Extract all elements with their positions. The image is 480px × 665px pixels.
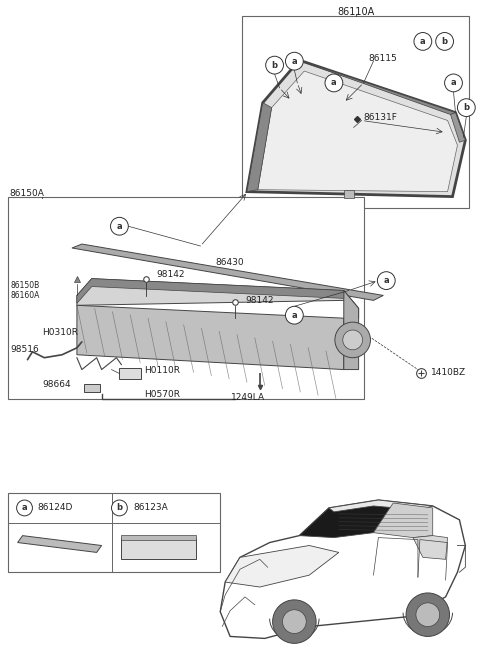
Text: a: a (420, 37, 426, 46)
Text: 86150B: 86150B (11, 281, 40, 290)
Circle shape (286, 53, 303, 70)
Bar (84, 384, 100, 392)
Text: 86430: 86430 (216, 258, 244, 267)
Text: a: a (331, 78, 336, 87)
Text: 98142: 98142 (245, 296, 274, 305)
Text: H0570R: H0570R (144, 390, 180, 399)
Polygon shape (247, 61, 466, 197)
Text: b: b (442, 37, 448, 46)
Circle shape (17, 500, 33, 516)
Bar (8, 493, 220, 572)
Polygon shape (329, 500, 433, 512)
Polygon shape (72, 244, 384, 301)
Text: 86160A: 86160A (11, 291, 40, 300)
Text: a: a (384, 276, 389, 285)
Text: 86131F: 86131F (363, 113, 397, 122)
Text: 86110A: 86110A (337, 7, 374, 17)
Circle shape (416, 603, 440, 626)
Circle shape (283, 610, 306, 634)
Bar (120, 368, 141, 380)
Text: a: a (451, 78, 456, 87)
Text: H0310R: H0310R (42, 327, 78, 336)
Bar (121, 537, 195, 559)
Polygon shape (77, 305, 344, 370)
Circle shape (414, 33, 432, 51)
Circle shape (111, 500, 127, 516)
Polygon shape (247, 102, 272, 192)
Bar (242, 16, 469, 208)
Polygon shape (77, 279, 344, 303)
Circle shape (110, 217, 128, 235)
Text: a: a (291, 57, 297, 66)
Circle shape (377, 272, 395, 289)
Polygon shape (413, 535, 447, 559)
Text: 86124D: 86124D (37, 503, 73, 513)
Polygon shape (344, 190, 354, 198)
Circle shape (436, 33, 454, 51)
Text: 86150A: 86150A (10, 189, 45, 198)
Text: 1249LA: 1249LA (231, 393, 265, 402)
Text: b: b (117, 503, 122, 513)
Text: 98664: 98664 (42, 380, 71, 389)
Text: a: a (291, 311, 297, 320)
Polygon shape (220, 500, 466, 638)
Text: 1410BZ: 1410BZ (431, 368, 466, 377)
Circle shape (335, 322, 371, 358)
Text: b: b (272, 61, 277, 70)
Text: 86115: 86115 (369, 54, 397, 63)
Polygon shape (344, 291, 359, 370)
Polygon shape (18, 535, 102, 553)
Circle shape (406, 593, 450, 636)
Polygon shape (258, 71, 457, 192)
Bar (8, 197, 363, 399)
Circle shape (273, 600, 316, 643)
Polygon shape (77, 279, 359, 318)
Circle shape (266, 57, 284, 74)
Circle shape (343, 330, 362, 350)
Text: 98516: 98516 (11, 345, 39, 354)
Text: 98142: 98142 (156, 270, 184, 279)
Text: 86123A: 86123A (133, 503, 168, 513)
Text: a: a (117, 221, 122, 231)
Text: b: b (463, 103, 469, 112)
Circle shape (444, 74, 462, 92)
Polygon shape (225, 545, 339, 587)
Bar (121, 535, 195, 539)
Circle shape (457, 98, 475, 116)
Text: H0110R: H0110R (144, 366, 180, 375)
Polygon shape (451, 112, 466, 142)
Polygon shape (300, 61, 456, 114)
Text: a: a (22, 503, 27, 513)
Polygon shape (300, 503, 393, 537)
Polygon shape (373, 503, 433, 537)
Circle shape (286, 307, 303, 324)
Circle shape (325, 74, 343, 92)
